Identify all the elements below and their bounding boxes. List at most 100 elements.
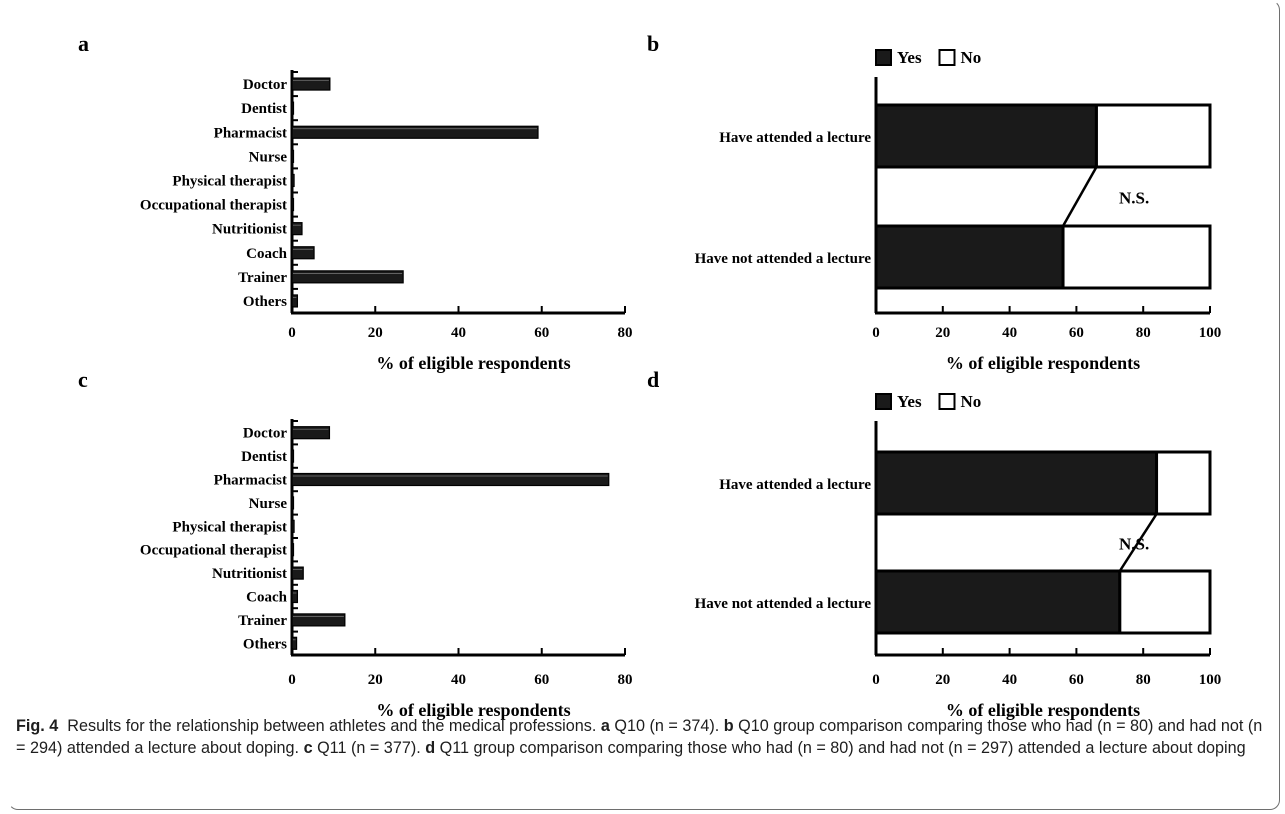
panel-label-d: d: [647, 367, 659, 392]
x-tick-label-c: 80: [618, 672, 633, 688]
x-tick-label-c: 60: [534, 672, 549, 688]
figure-caption: Fig. 4 Results for the relationship betw…: [16, 716, 1266, 759]
category-label-a: Nutritionist: [212, 222, 287, 238]
bar-a: [291, 77, 331, 91]
x-tick-label-d: 0: [872, 672, 880, 688]
category-label-d: Have not attended a lecture: [695, 596, 872, 612]
category-label-d: Have attended a lecture: [719, 477, 871, 493]
category-label-a: Pharmacist: [214, 125, 287, 141]
x-tick-label-b: 80: [1136, 325, 1151, 341]
x-tick-label-d: 100: [1199, 672, 1222, 688]
figure-frame: [8, 0, 1280, 810]
x-tick-label-c: 40: [451, 672, 466, 688]
x-tick-label-c: 0: [288, 672, 296, 688]
x-tick-label-b: 60: [1069, 325, 1084, 341]
category-label-a: Dentist: [241, 101, 287, 117]
caption-b-text: Q10 group comparison comparing those who…: [16, 717, 1263, 757]
x-tick-label-a: 40: [451, 325, 466, 341]
bar-segment-b: [1094, 103, 1212, 169]
bar-segment-d: [874, 450, 1159, 516]
bar-c: [291, 519, 295, 533]
category-label-c: Physical therapist: [172, 519, 287, 535]
bar-a: [291, 173, 295, 188]
bar-c: [291, 566, 304, 580]
x-axis-title-a: % of eligible respondents: [376, 353, 570, 373]
bar-c: [291, 472, 610, 487]
x-tick-label-d: 20: [935, 672, 950, 688]
bar-segment-b: [1061, 224, 1212, 290]
x-tick-label-a: 60: [534, 325, 549, 341]
bar-a: [291, 246, 315, 260]
category-label-a: Others: [243, 294, 287, 310]
category-label-c: Nurse: [249, 496, 288, 512]
legend-label-b: No: [961, 48, 982, 67]
legend-label-b: Yes: [897, 48, 922, 67]
bar-a: [291, 125, 539, 139]
x-tick-label-d: 80: [1136, 672, 1151, 688]
bar-segment-b: [874, 224, 1065, 290]
legend-label-d: Yes: [897, 392, 922, 411]
bar-a: [291, 197, 295, 212]
x-tick-label-a: 80: [618, 325, 633, 341]
bar-segment-d: [1118, 569, 1212, 635]
caption-fig-label: Fig. 4: [16, 717, 59, 735]
bar-a: [291, 270, 404, 284]
bar-c: [291, 589, 299, 604]
caption-b-label: b: [723, 717, 734, 735]
category-label-c: Doctor: [243, 426, 287, 442]
caption-a-text: Q10 (n = 374).: [614, 717, 720, 735]
caption-a-label: a: [600, 717, 610, 735]
x-tick-label-b: 100: [1199, 325, 1222, 341]
category-label-c: Nutritionist: [212, 566, 287, 582]
legend-swatch-d: [875, 393, 892, 410]
x-tick-label-b: 20: [935, 325, 950, 341]
panel-label-c: c: [78, 367, 88, 392]
x-axis-title-c: % of eligible respondents: [376, 700, 570, 720]
x-tick-label-a: 0: [288, 325, 296, 341]
bar-c: [291, 636, 298, 650]
category-label-c: Coach: [246, 590, 287, 606]
caption-d-label: d: [425, 738, 436, 757]
legend-label-d: No: [961, 392, 982, 411]
bar-c: [291, 496, 295, 510]
bar-segment-d: [874, 569, 1122, 635]
category-label-b: Have attended a lecture: [719, 130, 871, 146]
bar-c: [291, 613, 346, 627]
x-tick-label-d: 60: [1069, 672, 1084, 688]
category-label-c: Occupational therapist: [140, 543, 287, 559]
bar-c: [291, 426, 331, 440]
x-tick-label-b: 40: [1002, 325, 1017, 341]
significance-connector-b: [1061, 166, 1098, 227]
x-tick-label-d: 40: [1002, 672, 1017, 688]
caption-c-text: Q11 (n = 377).: [317, 738, 421, 757]
panel-label-b: b: [647, 31, 659, 56]
significance-connector-d: [1118, 513, 1158, 572]
bar-c: [291, 543, 295, 557]
panel-label-a: a: [78, 31, 89, 56]
x-axis-title-b: % of eligible respondents: [946, 353, 1140, 373]
bar-a: [291, 149, 295, 163]
x-axis-title-d: % of eligible respondents: [946, 700, 1140, 720]
caption-c-label: c: [303, 738, 313, 757]
category-label-a: Physical therapist: [172, 173, 287, 189]
x-tick-label-a: 20: [368, 325, 383, 341]
category-label-c: Trainer: [238, 613, 287, 629]
x-tick-label-b: 0: [872, 325, 880, 341]
bar-a: [291, 222, 303, 236]
category-label-a: Trainer: [238, 270, 287, 286]
category-label-b: Have not attended a lecture: [695, 251, 872, 267]
category-label-c: Pharmacist: [214, 473, 287, 489]
category-label-a: Nurse: [249, 149, 288, 165]
legend-swatch-d: [938, 393, 956, 410]
x-tick-label-c: 20: [368, 672, 383, 688]
bar-a: [291, 294, 299, 308]
caption-d-text: Q11 group comparison comparing those who…: [439, 738, 1246, 757]
significance-label-d: N.S.: [1119, 535, 1149, 554]
bar-segment-b: [874, 103, 1098, 169]
category-label-a: Coach: [246, 246, 287, 262]
category-label-c: Others: [243, 636, 287, 652]
bar-segment-d: [1155, 450, 1212, 516]
caption-title: Results for the relationship between ath…: [67, 717, 597, 735]
legend-swatch-b: [875, 49, 892, 66]
